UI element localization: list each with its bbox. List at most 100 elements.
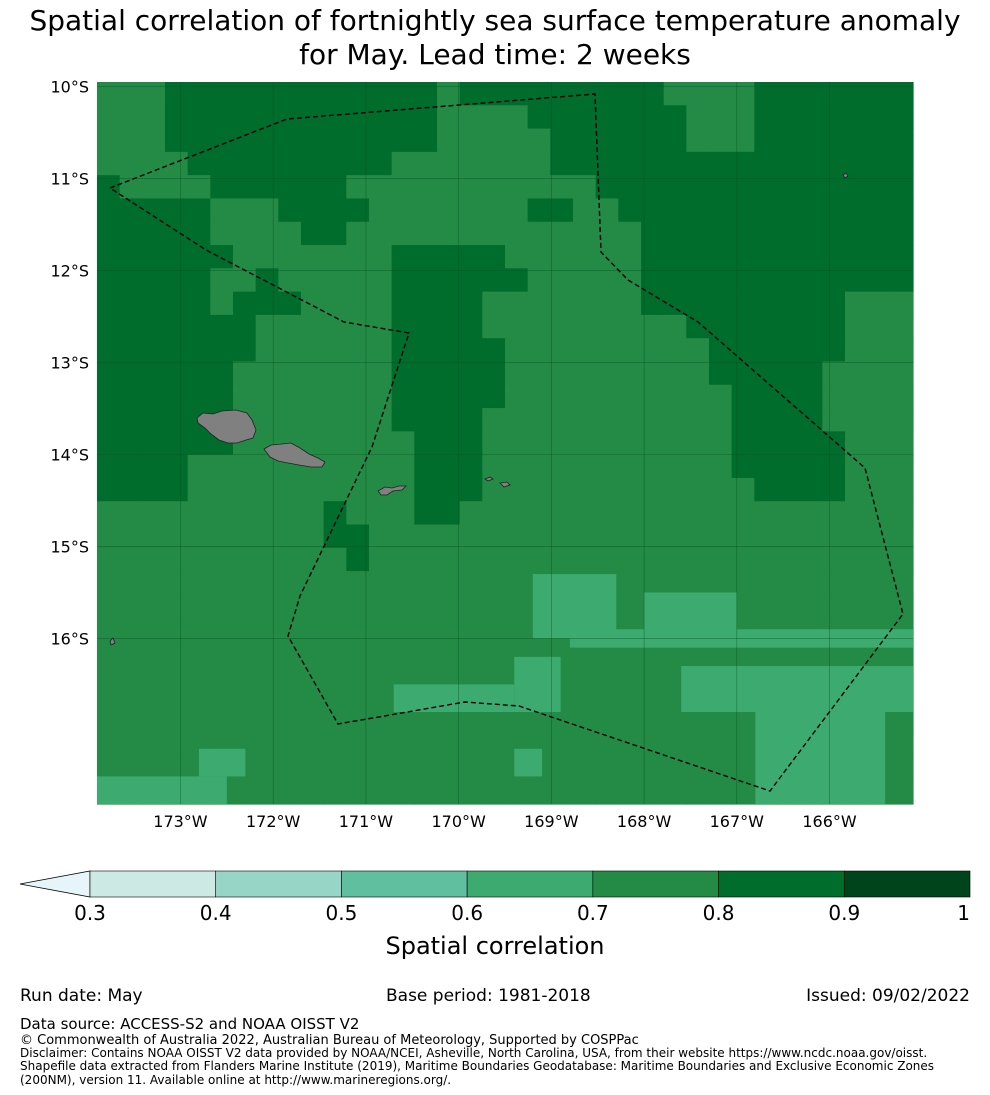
grid-cell (867, 198, 891, 223)
grid-cell (346, 198, 370, 223)
grid-cell (709, 524, 733, 549)
grid-cell (686, 501, 710, 526)
grid-cell (754, 291, 778, 316)
grid-cell (142, 361, 166, 386)
grid-cell (550, 384, 574, 409)
grid-cell (369, 245, 393, 269)
grid-cell (437, 221, 461, 246)
grid-cell (97, 734, 121, 759)
grid-cell (119, 710, 143, 735)
grid-cell (731, 757, 755, 782)
grid-cell (391, 291, 415, 316)
grid-cell (890, 501, 914, 526)
grid-cell (731, 361, 755, 386)
grid-cell (822, 128, 846, 153)
grid-cell (777, 175, 801, 200)
grid-cell (142, 82, 166, 106)
grid-cell (165, 245, 189, 269)
grid-cell (369, 710, 393, 735)
grid-cell (618, 571, 642, 595)
grid-cell (550, 175, 574, 200)
grid-cell (165, 617, 189, 642)
grid-cell (323, 268, 347, 293)
grid-cell (210, 291, 234, 316)
grid-cell (505, 221, 529, 246)
colorbar-title: Spatial correlation (385, 932, 604, 960)
grid-cell (663, 151, 687, 176)
grid-cell (663, 384, 687, 409)
grid-cell (119, 547, 143, 572)
grid-cell (346, 384, 370, 409)
grid-cell (618, 431, 642, 456)
grid-cell (119, 477, 143, 502)
grid-cell (618, 408, 642, 432)
grid-cell (482, 384, 506, 409)
grid-cell (709, 361, 733, 386)
grid-cell (550, 408, 574, 432)
grid-cell (165, 408, 189, 432)
grid-cell (686, 151, 710, 176)
grid-cell (278, 314, 302, 339)
grid-cell (323, 151, 347, 176)
grid-cell (595, 501, 619, 526)
grid-cell (233, 338, 257, 363)
grid-cell (754, 361, 778, 386)
grid-cell (482, 361, 506, 386)
grid-cell (573, 221, 597, 246)
grid-cell (527, 198, 551, 223)
grid-cell (323, 198, 347, 223)
grid-cell (301, 710, 325, 735)
grid-cell (255, 594, 279, 619)
grid-cell (663, 245, 687, 269)
grid-cell (527, 524, 551, 549)
grid-cell (187, 687, 211, 712)
grid-cell (346, 454, 370, 479)
grid-cell (187, 82, 211, 106)
grid-cell (301, 175, 325, 200)
grid-cell (595, 314, 619, 339)
grid-cell (459, 757, 483, 782)
grid-cell (391, 82, 415, 106)
grid-cell (618, 454, 642, 479)
grid-cell (799, 361, 823, 386)
grid-cell (754, 175, 778, 200)
grid-cell (278, 571, 302, 595)
grid-cell (799, 198, 823, 223)
grid-cell (119, 571, 143, 595)
grid-cell (97, 710, 121, 735)
grid-cell (165, 151, 189, 176)
grid-cell (799, 384, 823, 409)
grid-cell (459, 151, 483, 176)
grid-cell (663, 408, 687, 432)
grid-cell (754, 198, 778, 223)
grid-cell (278, 338, 302, 363)
grid-cell (391, 780, 415, 805)
grid-cell (391, 175, 415, 200)
grid-cell (119, 291, 143, 316)
grid-cell (210, 82, 234, 106)
grid-cell (369, 221, 393, 246)
grid-cell (845, 175, 869, 200)
grid-cell (459, 594, 483, 619)
grid-cell (187, 664, 211, 689)
grid-cell (482, 780, 506, 805)
grid-cell (777, 361, 801, 386)
grid-cell (709, 734, 733, 759)
grid-cell (641, 198, 665, 223)
grid-cell (233, 617, 257, 642)
grid-cell (301, 338, 325, 363)
grid-cell (255, 198, 279, 223)
grid-cell (573, 151, 597, 176)
grid-cell (573, 687, 597, 712)
grid-cell (527, 291, 551, 316)
grid-cell (731, 734, 755, 759)
grid-cell (505, 198, 529, 223)
grid-cell (686, 431, 710, 456)
grid-cell (278, 175, 302, 200)
grid-cell (731, 710, 755, 735)
grid-cell (799, 314, 823, 339)
grid-cell (301, 221, 325, 246)
grid-cell (119, 221, 143, 246)
grid-cell (119, 105, 143, 130)
grid-cell (165, 105, 189, 130)
